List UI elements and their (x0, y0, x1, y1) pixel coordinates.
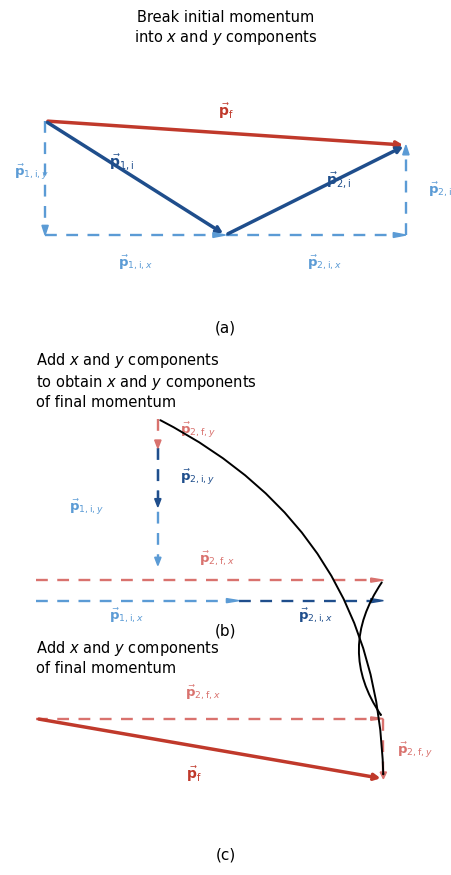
Text: $\vec{\mathbf{p}}_{2,\mathrm{i},y}$: $\vec{\mathbf{p}}_{2,\mathrm{i},y}$ (180, 468, 216, 487)
Text: $\vec{\mathbf{p}}_{2,\mathrm{f},y}$: $\vec{\mathbf{p}}_{2,\mathrm{f},y}$ (397, 740, 433, 760)
Text: $\vec{\mathbf{p}}_{2,\mathrm{i}}$: $\vec{\mathbf{p}}_{2,\mathrm{i}}$ (326, 170, 351, 190)
Text: Add $x$ and $y$ components
to obtain $x$ and $y$ components
of final momentum: Add $x$ and $y$ components to obtain $x$… (36, 352, 257, 410)
Polygon shape (371, 717, 383, 720)
Text: (a): (a) (215, 320, 236, 335)
Text: $\vec{\mathbf{p}}_{\mathrm{f}}$: $\vec{\mathbf{p}}_{\mathrm{f}}$ (186, 765, 202, 784)
Polygon shape (155, 499, 161, 507)
Text: $\vec{\mathbf{p}}_{2,\mathrm{i},x}$: $\vec{\mathbf{p}}_{2,\mathrm{i},x}$ (298, 606, 333, 625)
Polygon shape (393, 233, 406, 237)
Text: $\vec{\mathbf{p}}_{2,\mathrm{f},x}$: $\vec{\mathbf{p}}_{2,\mathrm{f},x}$ (185, 683, 221, 702)
Polygon shape (403, 145, 409, 155)
Text: $\vec{\mathbf{p}}_{2,\mathrm{i},y}$: $\vec{\mathbf{p}}_{2,\mathrm{i},y}$ (428, 180, 451, 200)
Polygon shape (371, 598, 383, 603)
Text: $\vec{\mathbf{p}}_{2,\mathrm{i},x}$: $\vec{\mathbf{p}}_{2,\mathrm{i},x}$ (307, 254, 342, 272)
Text: $\vec{\mathbf{p}}_{\mathrm{f}}$: $\vec{\mathbf{p}}_{\mathrm{f}}$ (218, 102, 233, 121)
Polygon shape (42, 226, 48, 235)
Text: Break initial momentum
into $x$ and $y$ components: Break initial momentum into $x$ and $y$ … (134, 10, 317, 47)
Text: Add $x$ and $y$ components
of final momentum: Add $x$ and $y$ components of final mome… (36, 639, 220, 676)
Text: $\vec{\mathbf{p}}_{2,\mathrm{f},y}$: $\vec{\mathbf{p}}_{2,\mathrm{f},y}$ (180, 421, 216, 440)
Text: $\vec{\mathbf{p}}_{1,\mathrm{i},y}$: $\vec{\mathbf{p}}_{1,\mathrm{i},y}$ (69, 497, 104, 516)
Polygon shape (371, 578, 383, 582)
Text: (c): (c) (216, 848, 235, 863)
Polygon shape (213, 233, 226, 237)
Polygon shape (155, 557, 161, 565)
Text: $\vec{\mathbf{p}}_{1,\mathrm{i}}$: $\vec{\mathbf{p}}_{1,\mathrm{i}}$ (109, 152, 134, 172)
Polygon shape (226, 598, 239, 603)
Text: $\vec{\mathbf{p}}_{2,\mathrm{f},x}$: $\vec{\mathbf{p}}_{2,\mathrm{f},x}$ (198, 550, 235, 569)
Text: $\vec{\mathbf{p}}_{1,\mathrm{i},y}$: $\vec{\mathbf{p}}_{1,\mathrm{i},y}$ (14, 163, 49, 183)
Polygon shape (155, 440, 161, 448)
Polygon shape (380, 772, 387, 779)
Text: $\vec{\mathbf{p}}_{1,\mathrm{i},x}$: $\vec{\mathbf{p}}_{1,\mathrm{i},x}$ (109, 606, 144, 625)
Text: $\vec{\mathbf{p}}_{1,\mathrm{i},x}$: $\vec{\mathbf{p}}_{1,\mathrm{i},x}$ (118, 254, 153, 272)
Text: (b): (b) (215, 624, 236, 639)
